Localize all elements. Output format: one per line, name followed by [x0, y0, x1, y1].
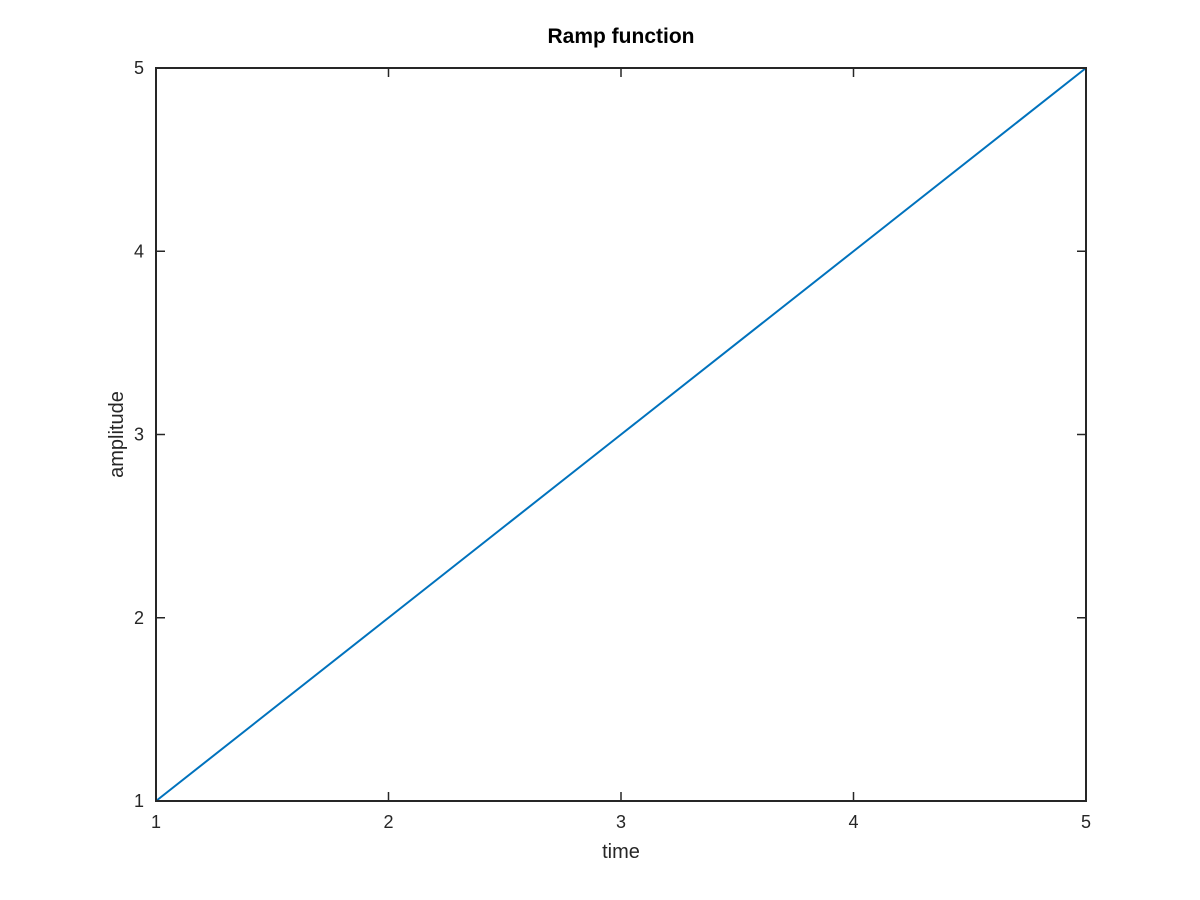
x-axis-label: time — [602, 841, 640, 863]
x-tick-label-2: 2 — [383, 812, 393, 832]
tick-label-layer: 1 2 3 4 5 1 2 3 4 5 — [134, 58, 1091, 832]
axes-box — [155, 67, 1087, 802]
x-tick-label-1: 1 — [151, 812, 161, 832]
x-tick-label-5: 5 — [1081, 812, 1091, 832]
y-tick-label-2: 2 — [134, 608, 144, 628]
y-tick-label-4: 4 — [134, 241, 144, 261]
y-tick-label-1: 1 — [134, 791, 144, 811]
chart-title: Ramp function — [548, 25, 695, 48]
x-tick-label-3: 3 — [616, 812, 626, 832]
series-layer — [155, 67, 1087, 802]
x-tick-label-4: 4 — [848, 812, 858, 832]
series-line-1 — [155, 67, 1087, 802]
y-tick-label-3: 3 — [134, 425, 144, 445]
y-tick-label-5: 5 — [134, 58, 144, 78]
y-axis-label: amplitude — [106, 391, 128, 478]
